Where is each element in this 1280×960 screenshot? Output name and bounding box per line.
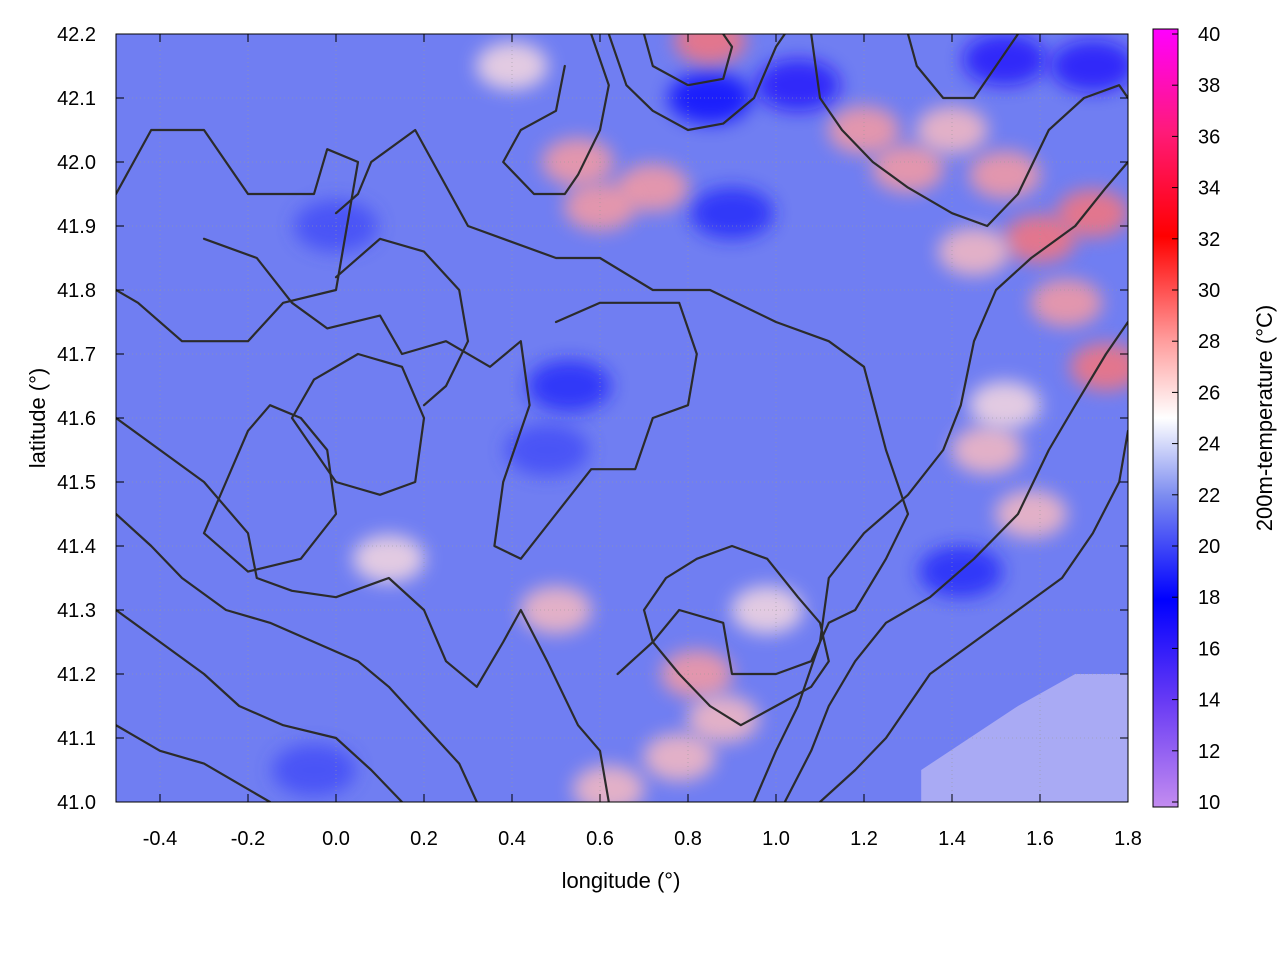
colorbar-tick-label: 26 <box>1198 382 1220 404</box>
x-tick-label: 1.6 <box>1026 828 1054 850</box>
colorbar-tick-label: 34 <box>1198 178 1220 200</box>
x-tick-label: 0.4 <box>498 828 526 850</box>
x-tick-label: 1.0 <box>762 828 790 850</box>
contour-line <box>642 544 830 727</box>
contour-line <box>752 160 1128 802</box>
contour-line <box>334 128 910 676</box>
contour-line <box>116 724 272 802</box>
colorbar-tick-label: 24 <box>1198 434 1220 456</box>
colorbar-tick-label: 20 <box>1198 536 1220 558</box>
contour-line <box>202 237 698 560</box>
contour-line <box>116 512 478 802</box>
contour-line <box>607 34 786 132</box>
x-tick-label: 0.0 <box>322 828 350 850</box>
warm-patch <box>572 765 645 802</box>
y-tick-label: 41.2 <box>57 664 96 686</box>
y-tick-label: 41.8 <box>57 280 96 302</box>
y-tick-label: 41.0 <box>57 792 96 814</box>
x-tick-label: 1.2 <box>850 828 878 850</box>
cool-patch <box>1050 40 1128 92</box>
y-tick-label: 41.4 <box>57 536 96 558</box>
warm-patch <box>643 733 716 782</box>
warm-patch <box>1030 278 1103 327</box>
cool-patch <box>505 424 590 476</box>
x-tick-label: 0.2 <box>410 828 438 850</box>
warm-patch <box>731 586 804 634</box>
cool-patch <box>272 744 356 796</box>
contour-line <box>290 352 426 496</box>
contour-line <box>116 608 404 802</box>
grid-lines <box>116 34 1128 802</box>
y-tick-label: 41.7 <box>57 344 96 366</box>
warm-patch <box>674 34 746 65</box>
contour-line <box>202 404 338 573</box>
colorbar-gradient <box>1152 28 1179 808</box>
colorbar: 10 12 14 16 18 20 22 24 26 28 30 32 34 36 38 40 <box>1152 24 1220 814</box>
warm-patch <box>542 138 614 186</box>
y-tick-label: 41.1 <box>57 728 96 750</box>
contour-line <box>783 320 1128 802</box>
cool-patch <box>756 59 840 112</box>
colorbar-tick-label: 28 <box>1198 331 1220 353</box>
colorbar-tick-label: 12 <box>1198 741 1220 763</box>
colorbar-tick-label: 36 <box>1198 126 1220 148</box>
contour-line <box>502 34 610 196</box>
axis-ticks: -0.4 -0.2 0.0 0.2 0.4 0.6 0.8 1.0 1.2 1.4 1.6 1.8 41… <box>57 24 1142 850</box>
warm-patch <box>872 144 944 193</box>
y-tick-label: 42.1 <box>57 88 96 110</box>
cool-patch <box>527 360 612 412</box>
colorbar-tick-label: 32 <box>1198 229 1220 251</box>
y-tick-label: 41.9 <box>57 216 96 238</box>
warm-patch <box>1056 189 1128 238</box>
contour-lines <box>116 34 1128 802</box>
contour-line <box>334 237 470 407</box>
y-axis-title: latitude (°) <box>25 368 50 469</box>
warm-patch <box>352 534 425 583</box>
warm-patch <box>995 490 1068 538</box>
x-tick-label: 0.6 <box>586 828 614 850</box>
y-tick-label: 42.0 <box>57 152 96 174</box>
x-tick-label: -0.4 <box>143 828 177 850</box>
colorbar-tick-label: 18 <box>1198 587 1220 609</box>
x-tick-label: 1.8 <box>1114 828 1142 850</box>
cool-patch <box>690 187 774 240</box>
contour-line <box>906 34 1020 100</box>
warm-patch <box>951 426 1024 474</box>
plot-area <box>116 34 1128 802</box>
colorbar-tick-label: 10 <box>1198 792 1220 814</box>
colorbar-tick-label: 40 <box>1198 24 1220 46</box>
x-tick-label: 0.8 <box>674 828 702 850</box>
x-axis-title: longitude (°) <box>562 868 681 893</box>
contour-line <box>116 416 610 802</box>
colorbar-tick-label: 14 <box>1198 690 1220 712</box>
contour-line <box>818 429 1128 802</box>
colorbar-tick-label: 30 <box>1198 280 1220 302</box>
y-tick-label: 41.6 <box>57 408 96 430</box>
warm-patch <box>687 694 760 743</box>
warm-patch <box>616 163 689 212</box>
warm-patch <box>938 227 1010 276</box>
warm-patch <box>968 150 1041 199</box>
contour-line <box>810 34 1128 228</box>
x-tick-label: -0.2 <box>231 828 265 850</box>
colorbar-title: 200m-temperature (°C) <box>1252 305 1277 531</box>
temperature-field <box>116 34 1128 802</box>
colorbar-tick-label: 16 <box>1198 638 1220 660</box>
y-tick-label: 41.3 <box>57 600 96 622</box>
y-tick-label: 41.5 <box>57 472 96 494</box>
colorbar-tick-label: 22 <box>1198 485 1220 507</box>
warm-patch <box>1070 342 1128 391</box>
cool-patch <box>962 34 1047 86</box>
colorbar-tick-label: 38 <box>1198 75 1220 97</box>
x-tick-label: 1.4 <box>938 828 966 850</box>
contour-line <box>642 34 734 87</box>
warm-patch <box>968 381 1041 430</box>
y-tick-label: 42.2 <box>57 24 96 46</box>
